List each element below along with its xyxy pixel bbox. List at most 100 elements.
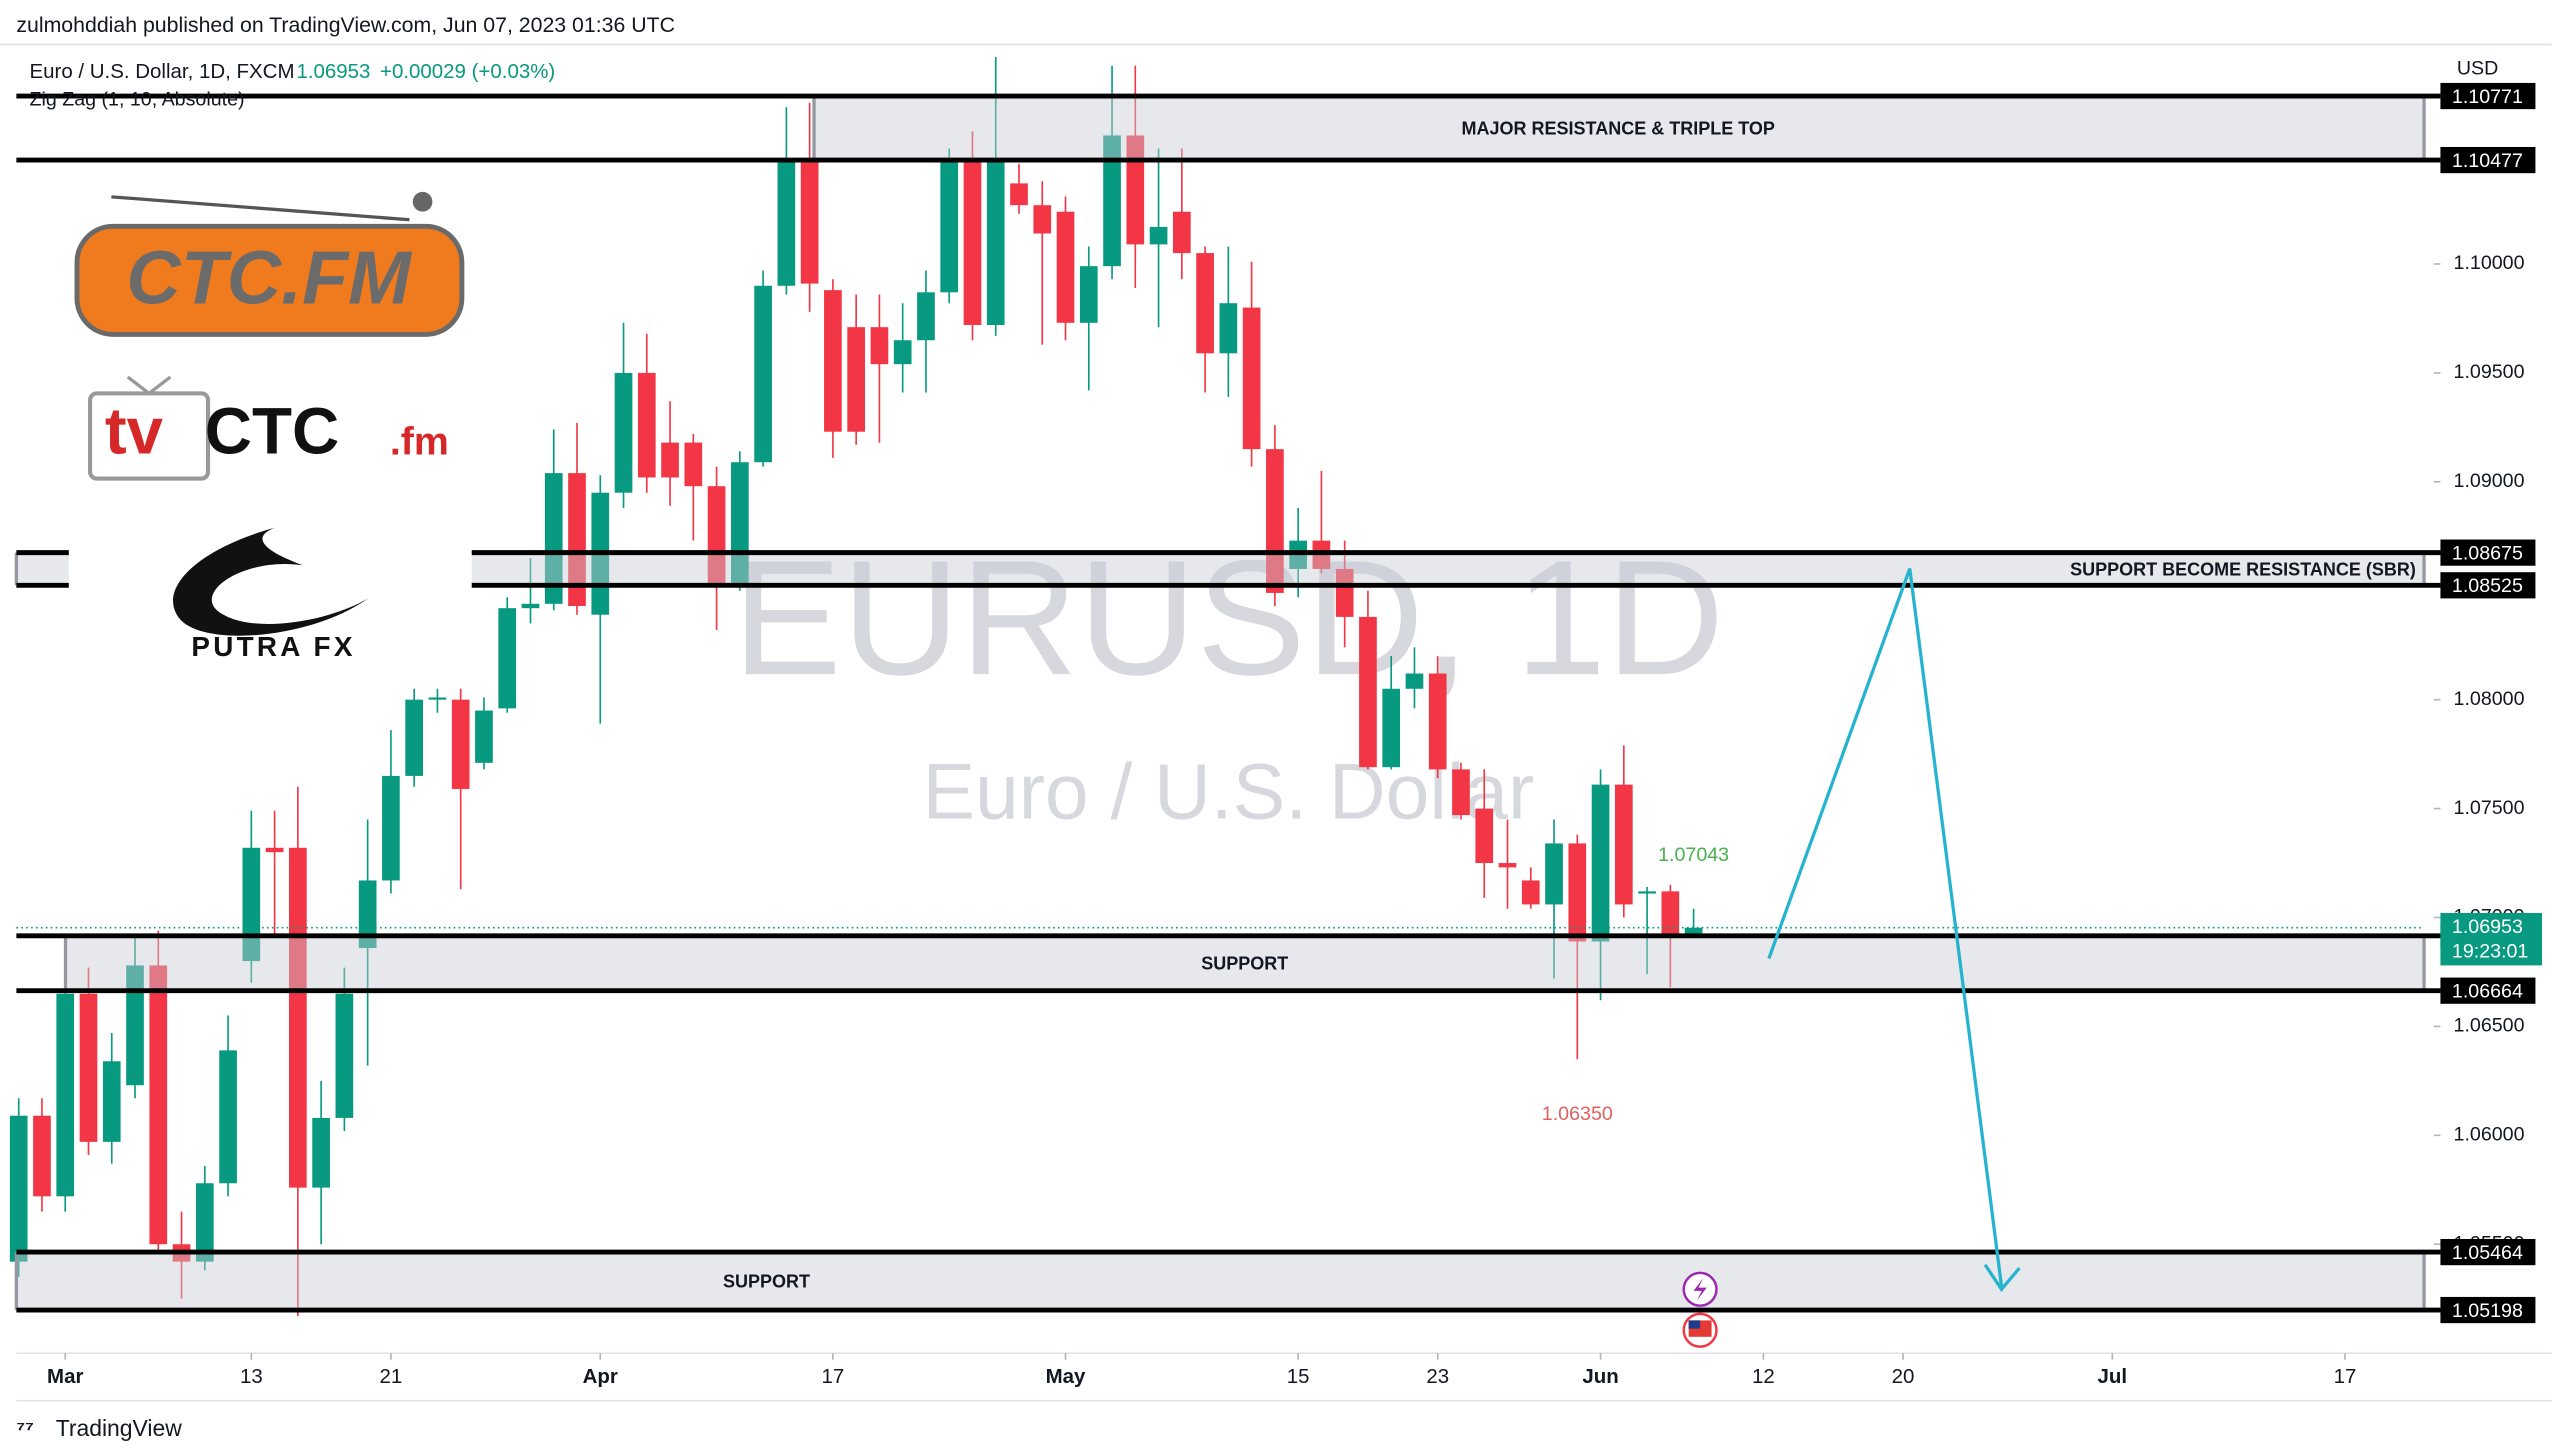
zone <box>814 96 2425 161</box>
candle-body <box>1219 303 1238 354</box>
countdown: 19:23:01 <box>2452 940 2528 962</box>
event-icon-bolt <box>1693 1277 1707 1301</box>
zone <box>65 935 2425 991</box>
x-tick-label: Jul <box>2098 1365 2128 1388</box>
candle-body <box>1428 673 1447 770</box>
candle-body <box>242 847 261 962</box>
candle-body <box>289 847 307 1188</box>
candle-body <box>358 880 377 948</box>
y-tick-label: 1.07500 <box>2454 797 2525 819</box>
arrow-head <box>1983 1263 2021 1293</box>
x-tick-label: Mar <box>47 1365 83 1388</box>
candle-body <box>870 327 889 365</box>
candle-body <box>9 1115 28 1262</box>
candle-body <box>661 442 679 478</box>
y-tick-label: 1.09500 <box>2454 361 2525 383</box>
price-tag <box>2440 539 2536 566</box>
candle-body <box>1359 616 1377 768</box>
price-tag <box>2440 146 2536 174</box>
candle-body <box>917 292 935 341</box>
y-tick-label: 1.09000 <box>2454 470 2525 492</box>
candle-body <box>428 697 447 700</box>
candle-body <box>219 1050 237 1184</box>
ctc-logo-text: CTC.FM <box>126 236 413 320</box>
candle-body <box>521 603 540 609</box>
candle-body <box>1475 808 1494 864</box>
price-tag-label: 1.10771 <box>2452 86 2523 108</box>
candle-body <box>1521 880 1540 905</box>
candle-body <box>1405 673 1424 689</box>
candle-body <box>1638 891 1656 894</box>
last-price-tag <box>2440 912 2542 966</box>
x-tick-label: Jun <box>1582 1365 1618 1388</box>
price-tag-label: 1.08675 <box>2452 542 2523 564</box>
candle-body <box>1079 266 1098 323</box>
zone <box>16 1252 2425 1311</box>
candle-body <box>754 285 772 463</box>
price-tag-label: 1.08525 <box>2452 575 2523 597</box>
candle-body <box>1614 784 1633 905</box>
candle-body <box>475 710 493 763</box>
candle-body <box>1103 135 1121 267</box>
candle-body <box>498 608 517 709</box>
candle-body <box>335 993 354 1118</box>
candle-body <box>568 473 586 606</box>
price-tag-label: 1.06664 <box>2452 981 2523 1003</box>
logo-panel: CTC.FM tv CTC .fm PUTRA FX <box>68 164 472 676</box>
x-tick-label: Apr <box>583 1365 618 1388</box>
candle-body <box>614 372 633 493</box>
antenna <box>111 195 410 222</box>
y-tick-label: 1.08000 <box>2454 688 2525 710</box>
candle-body <box>986 161 1005 325</box>
price-tag <box>2440 1238 2536 1266</box>
candle-body <box>79 993 98 1142</box>
candle-body <box>126 965 144 1086</box>
candle-body <box>1266 449 1284 593</box>
candle-body <box>800 161 819 284</box>
currency: USD <box>2457 57 2498 79</box>
brand: TradingView <box>56 1415 183 1441</box>
candle-body <box>1684 927 1703 935</box>
zone-label: MAJOR RESISTANCE & TRIPLE TOP <box>1462 118 1775 138</box>
candle-body <box>1242 307 1261 450</box>
candle-body <box>102 1061 121 1142</box>
y-tick-label: 1.06500 <box>2454 1015 2525 1037</box>
price-tag <box>2440 82 2536 110</box>
candle-body <box>777 161 796 286</box>
candle-body <box>1335 568 1354 617</box>
x-tick-label: 13 <box>240 1365 263 1388</box>
flag-icon-canton <box>1688 1320 1701 1329</box>
indicator-label: Zig Zag (1, 10, Absolute) <box>29 88 244 110</box>
price-tag-label: 1.05198 <box>2452 1300 2523 1322</box>
candle-body <box>824 290 842 432</box>
candle-body <box>1452 769 1470 816</box>
x-tick-label: 21 <box>380 1365 403 1388</box>
candle-body <box>893 340 912 365</box>
candle-body <box>195 1183 214 1262</box>
pivot-label: 1.06350 <box>1542 1103 1613 1125</box>
x-tick-label: 17 <box>822 1365 845 1388</box>
putra-swirl <box>173 527 369 636</box>
candle-body <box>1196 253 1214 354</box>
price-change: +0.00029 (+0.03%) <box>380 60 555 83</box>
watermark: EURUSD, 1D <box>732 526 1724 709</box>
x-tick-label: 15 <box>1287 1365 1310 1388</box>
zone-label: SUPPORT <box>723 1271 810 1291</box>
candle-body <box>56 993 75 1197</box>
candle-body <box>707 486 726 585</box>
candle-body <box>1010 183 1028 206</box>
candle-body <box>1591 784 1610 942</box>
candle-body <box>1545 843 1563 905</box>
candle-body <box>847 327 865 432</box>
tv-antenna <box>126 375 172 396</box>
candle-body <box>1149 226 1168 245</box>
price-tag <box>2440 1296 2536 1324</box>
candle-body <box>1661 891 1680 935</box>
publish-line: zulmohddiah published on TradingView.com… <box>16 13 675 37</box>
projection-arrow <box>1767 568 2004 1287</box>
candle-body <box>149 965 168 1245</box>
tv-text: tv <box>105 394 164 467</box>
symbol-info: Euro / U.S. Dollar, 1D, FXCM <box>29 60 294 83</box>
